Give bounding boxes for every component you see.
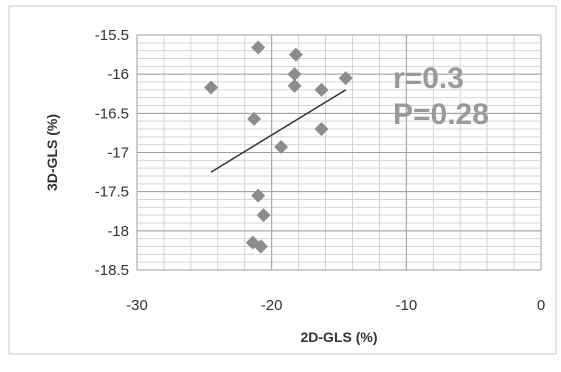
data-point (253, 239, 268, 254)
x-tick-label: -10 (395, 297, 417, 314)
x-tick-label: 0 (537, 297, 545, 314)
y-tick-label: -16 (107, 66, 129, 83)
chart-border (8, 5, 557, 355)
data-point (288, 47, 303, 62)
x-axis-tick-labels: -30 -20 -10 0 (126, 297, 545, 314)
x-axis-title: 2D-GLS (%) (301, 329, 378, 345)
y-axis-title: 3D-GLS (%) (44, 114, 60, 191)
data-point (338, 71, 353, 86)
annotation-r: r=0.3 (393, 62, 464, 95)
major-gridlines (136, 34, 542, 271)
y-tick-label: -17 (107, 145, 129, 162)
data-point (251, 40, 266, 55)
data-point (247, 111, 262, 126)
y-tick-label: -18.5 (95, 262, 129, 279)
data-point (287, 78, 302, 93)
x-tick-label: -30 (126, 297, 148, 314)
data-point (256, 208, 271, 223)
x-tick-label: -20 (261, 297, 283, 314)
data-point (204, 80, 219, 95)
y-tick-label: -15.5 (95, 27, 129, 44)
data-point (314, 82, 329, 97)
y-tick-label: -18 (107, 223, 129, 240)
data-point (251, 188, 266, 203)
data-point (287, 67, 302, 82)
y-tick-label: -17.5 (95, 184, 129, 201)
scatter-points (204, 40, 353, 254)
y-tick-label: -16.5 (95, 105, 129, 122)
y-axis-tick-labels: -15.5 -16 -16.5 -17 -17.5 -18 -18.5 (95, 27, 129, 279)
data-point (314, 122, 329, 136)
trendline (210, 89, 347, 173)
annotation-p: P=0.28 (393, 98, 489, 131)
data-point (274, 140, 289, 155)
